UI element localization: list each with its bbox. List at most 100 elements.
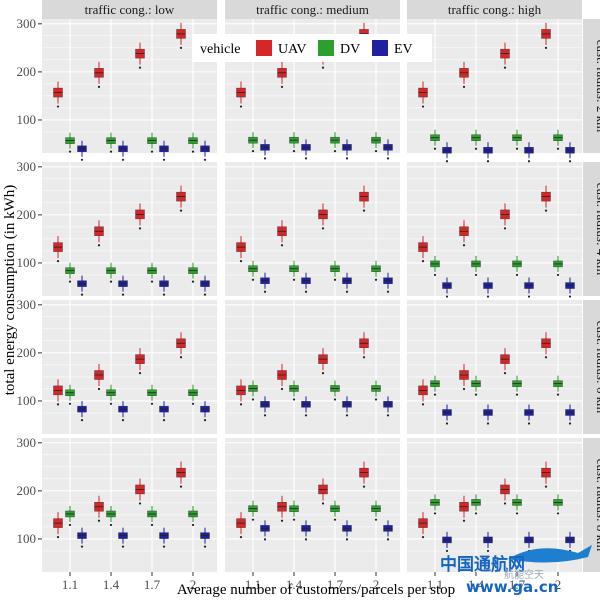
box-uav [236,236,246,263]
watermark-logo-text: 中国通航网 [440,554,525,575]
box-uav [459,495,469,522]
row-strip-label: cust. radius: 8 km [594,459,600,551]
box-ev [260,520,270,541]
box-uav [135,203,145,230]
box-uav [176,185,186,212]
box-uav [359,185,369,212]
box-dv [106,132,116,153]
y-tick-label: 100 [17,255,37,270]
y-tick-label: 300 [17,159,37,174]
watermark-url: www.ga.cn [466,578,558,596]
box-uav [359,332,369,359]
box-ev [159,140,169,161]
row-strip [583,438,600,572]
x-tick-label: 2 [190,577,197,592]
facet-panel [225,300,400,434]
box-ev [524,142,534,163]
box-uav [500,203,510,230]
box-dv [248,380,258,401]
box-uav [459,364,469,391]
box-uav [176,22,186,50]
facet-panel [407,300,582,434]
facet-panel [42,300,217,434]
y-tick-label: 200 [17,345,37,360]
y-tick-label: 200 [17,207,37,222]
box-ev [442,277,452,298]
box-dv [106,505,116,527]
column-strip-label: traffic cong.: high [448,2,542,17]
box-dv [471,375,481,396]
x-tick-label: 1.1 [427,577,443,592]
box-dv [371,380,381,401]
y-tick-label: 100 [17,531,37,546]
box-dv [512,255,522,277]
legend-label-ev: EV [394,42,413,57]
box-uav [541,332,551,359]
box-dv [188,505,198,527]
box-uav [277,220,287,247]
box-ev [77,401,87,422]
box-dv [289,500,299,521]
box-dv [512,129,522,150]
box-uav [500,348,510,375]
box-ev [483,531,493,553]
box-dv [430,375,440,396]
y-tick-label: 100 [17,393,37,408]
box-uav [236,512,246,539]
box-dv [371,500,381,521]
box-ev [260,139,270,160]
x-tick-label: 1.7 [327,577,344,592]
x-tick-label: 1.4 [103,577,120,592]
box-dv [430,129,440,150]
column-strip [42,0,217,19]
y-tick-label: 100 [17,112,37,127]
box-dv [371,260,381,281]
column-strip [225,0,400,19]
box-marks [53,22,575,553]
box-ev [483,404,493,425]
box-ev [200,140,210,161]
box-ev [118,527,128,548]
x-axis-title: Average number of customers/parcels per … [177,582,455,598]
box-ev [200,275,210,296]
y-tick-label: 200 [17,483,37,498]
y-tick-label: 300 [17,435,37,450]
box-ev [383,272,393,293]
box-uav [135,478,145,505]
column-strip-label: traffic cong.: low [85,2,175,17]
box-ev [524,277,534,298]
box-dv [553,375,563,396]
box-ev [301,139,311,160]
column-strip-label: traffic cong.: medium [256,2,369,17]
box-dv [248,500,258,521]
box-ev [342,520,352,541]
y-tick-label: 300 [17,16,37,31]
box-ev [159,527,169,548]
box-ev [77,275,87,296]
box-ev [565,142,575,163]
legend-label-dv: DV [340,42,360,57]
box-ev [565,277,575,298]
facet-panel [42,162,217,296]
box-ev [383,139,393,160]
watermark: 中国通航网 www.ga.cn 航能空天 [440,545,592,596]
box-ev [118,401,128,422]
box-uav [94,61,104,88]
box-ev [483,142,493,163]
box-ev [118,275,128,296]
box-dv [147,262,157,283]
box-uav [236,81,246,108]
box-ev [301,520,311,541]
box-uav [135,348,145,375]
y-axis-title: total energy consumption (in kWh) [2,185,18,396]
facet-panel [407,162,582,296]
row-strip-label: cust. radius: 4 km [594,183,600,275]
row-strip [583,300,600,434]
box-dv [289,132,299,153]
box-uav [236,379,246,406]
box-ev [260,396,270,417]
box-dv [147,505,157,527]
x-tick-label: 1.4 [286,577,303,592]
box-dv [330,500,340,521]
box-uav [94,364,104,391]
